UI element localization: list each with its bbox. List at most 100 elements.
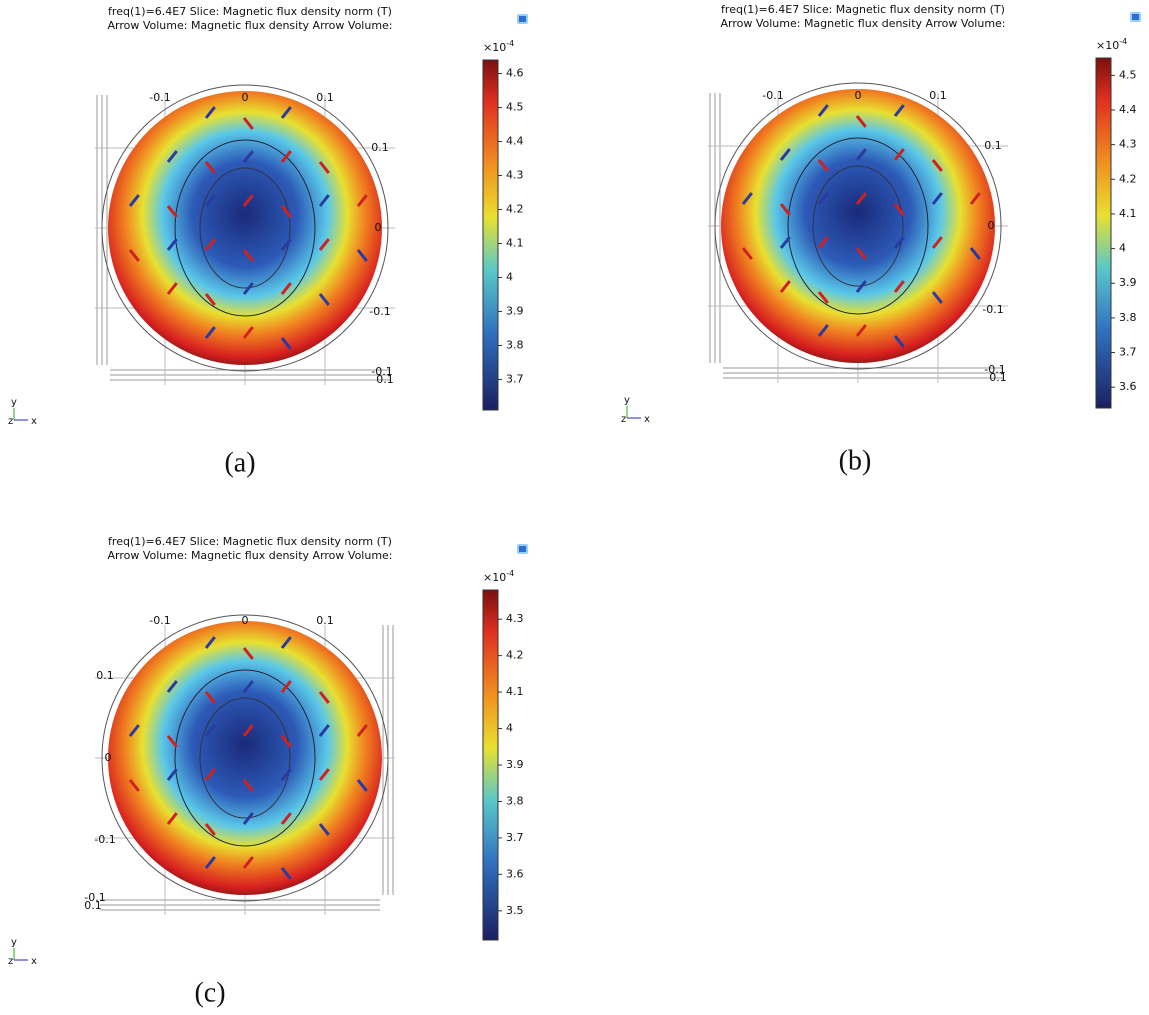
flux-arrow	[204, 161, 216, 174]
axis-label: 0.1	[84, 899, 102, 912]
title-line: freq(1)=6.4E7 Slice: Magnetic flux densi…	[721, 3, 1005, 16]
axis-label: 0	[988, 219, 995, 232]
flux-arrow	[280, 106, 292, 119]
colorbar-tick-label: 4.2	[1119, 172, 1137, 185]
title-line: Arrow Volume: Magnetic flux density Arro…	[107, 549, 392, 562]
colorbar-tick-label: 4.3	[506, 612, 524, 625]
axis-label: 0.1	[929, 89, 947, 102]
flux-arrow	[318, 691, 330, 704]
flux-arrow	[817, 104, 829, 117]
flux-arrow	[204, 194, 216, 207]
flux-arrow	[356, 779, 368, 792]
flux-arrow	[779, 203, 791, 216]
colorbar-tick-label: 4.1	[506, 685, 524, 698]
colorbar-tick-label: 4.5	[1119, 68, 1137, 81]
flux-arrow	[204, 293, 216, 306]
flux-arrow	[893, 280, 905, 293]
axis-label: 0.1	[989, 371, 1007, 384]
colorbar-scale: ×10-4	[483, 39, 514, 55]
inner-ring	[199, 167, 291, 289]
flux-arrow	[855, 324, 867, 337]
axis-label: 0.1	[96, 669, 114, 682]
triad-label: y	[624, 395, 630, 406]
axis-label: -0.1	[762, 89, 783, 102]
colorbar-tick-label: 4	[1119, 242, 1126, 255]
colorbar	[482, 59, 499, 411]
axis-label: 0.1	[371, 141, 389, 154]
colorbar-tick-label: 3.8	[1119, 311, 1137, 324]
flux-arrow	[779, 280, 791, 293]
colorbar-tick-label: 4.5	[506, 101, 524, 114]
axis-label: -0.1	[984, 363, 1005, 376]
colorbar-exponent: -4	[506, 39, 514, 48]
flux-arrow	[855, 280, 867, 293]
colorbar-tick-label: 3.7	[506, 831, 524, 844]
colorbar-tick-label: 4.6	[506, 67, 524, 80]
colorbar-tick-label: 3.6	[506, 867, 524, 880]
flux-arrow	[204, 238, 216, 251]
flux-arrow	[969, 192, 981, 205]
colorbar	[1095, 57, 1112, 409]
flux-arrow	[280, 680, 292, 693]
triad-label: y	[11, 937, 17, 948]
flux-arrow	[242, 812, 254, 825]
colorbar-tick-label: 4	[506, 722, 513, 735]
colorbar-tick-label: 3.9	[506, 758, 524, 771]
axis-label: 0	[855, 89, 862, 102]
flux-arrow	[318, 194, 330, 207]
flux-arrow	[242, 647, 254, 660]
flux-arrow	[318, 768, 330, 781]
colorbar-exponent: -4	[1119, 37, 1127, 46]
flux-arrow	[931, 291, 943, 304]
flux-arrow	[931, 159, 943, 172]
flux-arrow	[855, 115, 867, 128]
flux-arrow	[280, 337, 292, 350]
flux-arrow	[128, 249, 140, 262]
flux-arrow	[318, 161, 330, 174]
flux-arrow	[893, 148, 905, 161]
flux-arrow	[280, 867, 292, 880]
flux-arrow	[779, 148, 791, 161]
flux-arrow	[204, 106, 216, 119]
flux-arrow	[242, 779, 254, 792]
flux-arrow	[128, 724, 140, 737]
colorbar-exponent: -4	[506, 569, 514, 578]
triad-label: z	[621, 414, 626, 425]
axis-label: -0.1	[982, 303, 1003, 316]
colorbar-tick-label: 3.9	[506, 304, 524, 317]
flux-arrow	[166, 768, 178, 781]
panel: freq(1)=6.4E7 Slice: Magnetic flux densi…	[8, 535, 528, 1008]
flux-arrow	[280, 768, 292, 781]
flux-arrow	[280, 238, 292, 251]
view-icon	[517, 544, 528, 554]
flux-arrow	[166, 205, 178, 218]
title-line: Arrow Volume: Magnetic flux density Arro…	[720, 17, 1005, 30]
caption: (c)	[194, 977, 225, 1008]
flux-arrow	[204, 326, 216, 339]
colorbar-tick-label: 4.4	[1119, 103, 1137, 116]
flux-arrow	[356, 194, 368, 207]
flux-arrow	[893, 236, 905, 249]
flux-arrow	[166, 812, 178, 825]
caption: (b)	[839, 445, 872, 476]
colorbar	[482, 589, 499, 941]
flux-arrow	[931, 236, 943, 249]
colorbar-tick-label: 4.1	[1119, 207, 1137, 220]
flux-arrow	[893, 335, 905, 348]
triad-label: x	[31, 956, 37, 967]
flux-arrow	[280, 636, 292, 649]
colorbar-scale: ×10-4	[483, 569, 514, 585]
flux-disk	[721, 89, 995, 363]
axis-label: -0.1	[371, 365, 392, 378]
flux-arrow	[280, 282, 292, 295]
colorbar-tick-label: 3.5	[506, 904, 524, 917]
axis-label: -0.1	[84, 891, 105, 904]
flux-arrow	[741, 247, 753, 260]
flux-arrow	[817, 192, 829, 205]
outer-ring	[714, 82, 1002, 370]
flux-arrow	[741, 192, 753, 205]
colorbar-tick-label: 4.2	[506, 203, 524, 216]
flux-arrow	[242, 282, 254, 295]
colorbar-tick-label: 4.3	[1119, 138, 1137, 151]
